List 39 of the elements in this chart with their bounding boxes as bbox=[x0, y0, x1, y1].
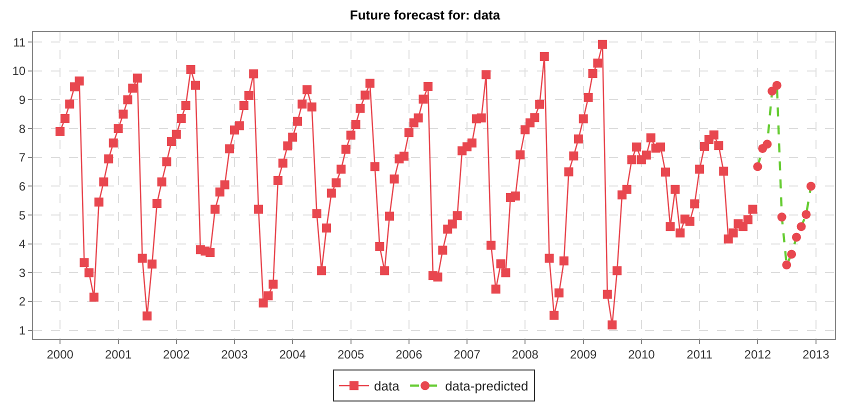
y-tick-label: 6 bbox=[18, 179, 26, 194]
point bbox=[796, 222, 806, 232]
point bbox=[787, 250, 796, 259]
legend-label: data bbox=[374, 378, 400, 394]
y-tick-label: 10 bbox=[12, 64, 26, 78]
x-tick-label: 2011 bbox=[686, 347, 713, 362]
x-tick-label: 2004 bbox=[279, 347, 306, 362]
x-tick-label: 2009 bbox=[570, 347, 598, 362]
point bbox=[753, 162, 762, 172]
x-tick-label: 2005 bbox=[337, 347, 365, 362]
x-tick-label: 2006 bbox=[396, 347, 423, 362]
y-tick-label: 9 bbox=[18, 92, 26, 107]
x-tick-label: 2000 bbox=[46, 347, 74, 362]
x-tick-label: 2003 bbox=[221, 347, 248, 362]
y-tick-label: 7 bbox=[18, 150, 26, 165]
x-tick-label: 2007 bbox=[454, 347, 481, 362]
y-tick-label: 1 bbox=[18, 324, 26, 338]
y-tick-label: 5 bbox=[18, 208, 26, 222]
point bbox=[777, 212, 786, 222]
chart-title: Future forecast for: data bbox=[350, 7, 501, 22]
point bbox=[768, 86, 777, 96]
x-tick-label: 2010 bbox=[628, 347, 656, 362]
y-tick-label: 11 bbox=[13, 35, 26, 50]
point bbox=[772, 80, 782, 90]
y-tick-label: 3 bbox=[18, 266, 26, 280]
y-tick-label: 8 bbox=[18, 122, 26, 136]
point bbox=[792, 232, 801, 242]
x-tick-label: 2002 bbox=[163, 347, 190, 362]
point bbox=[802, 210, 811, 219]
legend-label: data-predicted bbox=[445, 378, 528, 394]
x-tick-label: 2001 bbox=[104, 347, 132, 362]
x-tick-label: 2013 bbox=[802, 347, 830, 362]
point bbox=[782, 260, 792, 270]
y-tick-label: 2 bbox=[18, 294, 26, 309]
x-tick-label: 2008 bbox=[512, 347, 539, 362]
x-tick-label: 2012 bbox=[744, 347, 772, 362]
point bbox=[762, 140, 772, 149]
y-tick-label: 4 bbox=[18, 237, 26, 252]
point bbox=[806, 182, 816, 191]
